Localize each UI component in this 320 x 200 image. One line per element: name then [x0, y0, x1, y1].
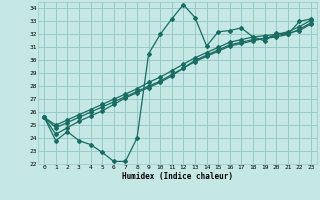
X-axis label: Humidex (Indice chaleur): Humidex (Indice chaleur): [122, 172, 233, 181]
